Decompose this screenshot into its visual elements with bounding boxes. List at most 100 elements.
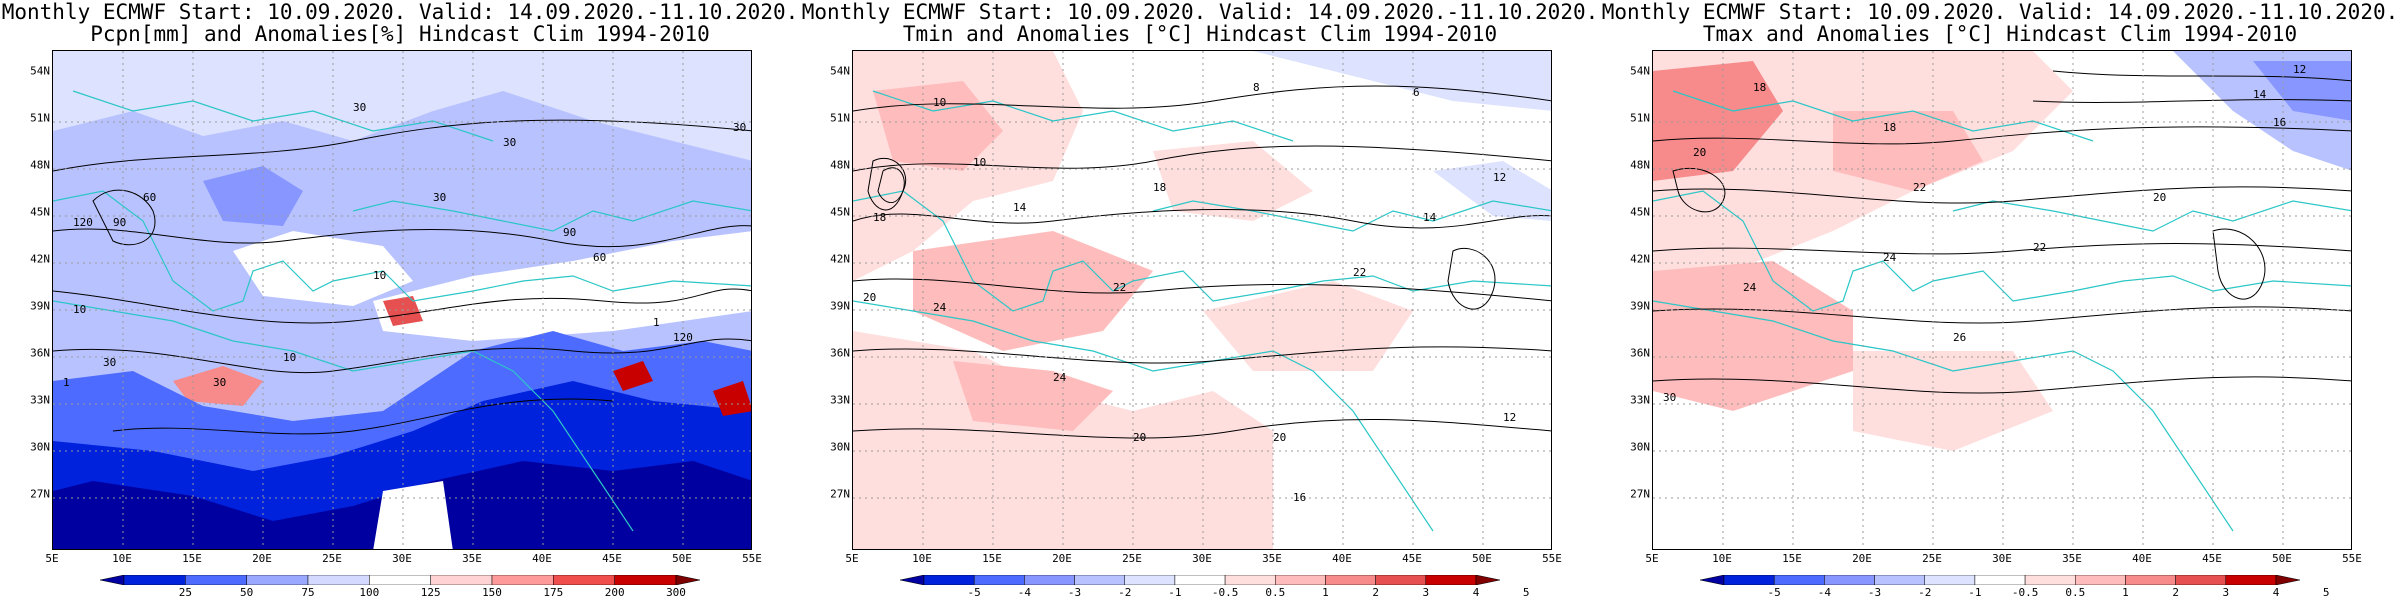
contour-label: 12: [2293, 63, 2306, 76]
lon-label: 30E: [1192, 552, 1212, 565]
panel-tmax: Monthly ECMWF Start: 10.09.2020. Valid: …: [1600, 0, 2400, 600]
precip-contours: [53, 119, 751, 435]
colorbar-high-arrow: [675, 575, 700, 585]
tmin-gridlines: [853, 51, 1551, 549]
colorbar-tick-label: 200: [604, 586, 625, 599]
lon-label: 55E: [1542, 552, 1562, 565]
tmax-warm-central: [1833, 111, 1983, 191]
lon-label: 50E: [2272, 552, 2292, 565]
colorbar-tick-label: 175: [543, 586, 564, 599]
colorbar-swatch: [553, 575, 615, 585]
tmin-coastlines: [853, 90, 1551, 532]
colorbar-tick-label: 0.5: [2065, 586, 2086, 599]
lat-label: 27N: [1630, 487, 1650, 501]
contour-label: 20: [1273, 431, 1286, 444]
colorbar-tick-label: -5: [1767, 586, 1781, 599]
tmax-map-svg: 12 14 16 18 18 20 22 24 24 26 30 22 20: [1653, 51, 2351, 549]
colorbar-swatch: [1924, 575, 1976, 585]
colorbar-swatch: [973, 575, 1025, 585]
lon-label: 45E: [1402, 552, 1422, 565]
colorbar-swatch: [1024, 575, 1075, 585]
tmin-cool-north: [1253, 51, 1551, 111]
tmin-contour-labels: 10 8 6 10 14 18 12 18 20 24 22 24 20 22 …: [863, 81, 1516, 504]
tmin-warm-south: [853, 331, 1273, 549]
colorbar-high-arrow: [2275, 575, 2300, 585]
colorbar-tick-label: 3: [2222, 586, 2230, 599]
lat-label: 30N: [1630, 440, 1650, 454]
lat-label: 30N: [30, 440, 50, 454]
colorbar-swatch: [923, 575, 975, 585]
colorbar-swatch: [491, 575, 554, 585]
colorbar-tick-label: -2: [1118, 586, 1132, 599]
contour-label: 14: [2253, 88, 2267, 101]
tmax-warm-west-core: [1653, 61, 1783, 181]
colorbar-low-arrow: [900, 575, 925, 585]
colorbar-swatch: [1425, 575, 1477, 585]
colorbar-swatch: [123, 575, 186, 585]
contour-label: 22: [1913, 181, 1926, 194]
lon-label: 10E: [1712, 552, 1732, 565]
lat-label: 27N: [830, 487, 850, 501]
colorbar-tick-label: 50: [240, 586, 254, 599]
panel-precipitation: Monthly ECMWF Start: 10.09.2020. Valid: …: [0, 0, 800, 600]
contour-label: 24: [1743, 281, 1757, 294]
colorbar-swatch: [1874, 575, 1925, 585]
colorbar-swatch: [2024, 575, 2076, 585]
colorbar-swatch: [1824, 575, 1875, 585]
precip-wet-spot-1: [173, 366, 263, 406]
colorbar-tick-label: 125: [420, 586, 441, 599]
lat-label: 48N: [30, 158, 50, 172]
colorbar-swatch: [246, 575, 309, 585]
lat-label: 51N: [30, 111, 50, 125]
precip-neutral-east: [373, 231, 751, 341]
colorbar-high-arrow: [1475, 575, 1500, 585]
panel-title-line2: Pcpn[mm] and Anomalies[%] Hindcast Clim …: [90, 22, 710, 46]
colorbar-tick-label: 4: [1472, 586, 1480, 599]
contour-label: 12: [1503, 411, 1516, 424]
contour-label: 16: [2273, 116, 2286, 129]
lat-label: 36N: [830, 346, 850, 360]
colorbar-tick-label: 3: [1422, 586, 1430, 599]
contour-label: 8: [1253, 81, 1260, 94]
tmax-contour-labels: 12 14 16 18 18 20 22 24 24 26 30 22 20: [1663, 63, 2306, 404]
contour-label: 20: [1693, 146, 1706, 159]
colorbar-tick-label: 4: [2272, 586, 2280, 599]
colorbar-swatch: [1723, 575, 1775, 585]
colorbar-low-arrow: [1700, 575, 1725, 585]
lat-label: 30N: [830, 440, 850, 454]
colorbar-swatch: [1325, 575, 1376, 585]
colorbar-tick-label: 1: [2122, 586, 2129, 599]
colorbar-tick-label: -5: [967, 586, 981, 599]
colorbar-swatch: [1074, 575, 1125, 585]
lon-label: 10E: [112, 552, 132, 565]
lon-label: 20E: [1052, 552, 1072, 565]
contour-label: 20: [863, 291, 876, 304]
lon-label: 20E: [252, 552, 272, 565]
lon-label: 20E: [1852, 552, 1872, 565]
contour-label: 10: [73, 303, 86, 316]
lat-label: 33N: [1630, 393, 1650, 407]
contour-label: 60: [143, 191, 156, 204]
colorbar-swatch: [1174, 575, 1226, 585]
lon-label: 30E: [392, 552, 412, 565]
lon-label: 55E: [2342, 552, 2362, 565]
colorbar-tick-label: -3: [1867, 586, 1882, 599]
map-precipitation: 30 30 30 60 90 120 10 1 30 10 1 90 60 30…: [52, 50, 752, 550]
contour-label: 20: [1133, 431, 1146, 444]
tmin-warm-south-core: [953, 361, 1113, 431]
colorbar-tick-label: 300: [666, 586, 686, 599]
lat-label: 48N: [830, 158, 850, 172]
lat-label: 36N: [1630, 346, 1650, 360]
contour-label: 10: [283, 351, 296, 364]
colorbar-swatch: [1773, 575, 1825, 585]
colorbar-tick-label: 75: [301, 586, 315, 599]
lon-label: 5E: [1645, 552, 1659, 565]
lon-label: 15E: [1782, 552, 1802, 565]
precip-colorbar: [100, 575, 700, 585]
lon-label: 45E: [602, 552, 622, 565]
precip-map-svg: 30 30 30 60 90 120 10 1 30 10 1 90 60 30…: [53, 51, 751, 549]
contour-label: 10: [373, 269, 386, 282]
lon-label: 40E: [1332, 552, 1352, 565]
colorbar-tick-label: 2: [2172, 586, 2179, 599]
contour-label: 90: [563, 226, 576, 239]
